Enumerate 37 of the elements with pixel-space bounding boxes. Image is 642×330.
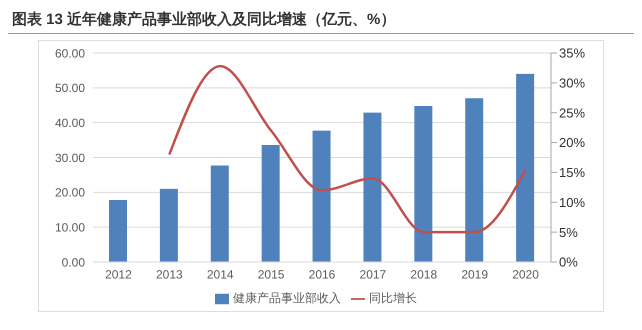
bar — [312, 130, 331, 262]
y-tick-label: 10.00 — [54, 220, 86, 234]
y-tick-label: 0.00 — [62, 255, 86, 270]
y-tick-label: 30.00 — [54, 150, 86, 165]
y-tick-label: 40.00 — [54, 116, 86, 130]
y2-tick-label: 20% — [559, 135, 586, 150]
bar — [109, 200, 127, 262]
y-tick-label: 50.00 — [54, 81, 86, 96]
y2-tick-label: 0% — [559, 254, 578, 270]
y2-tick-label: 30% — [559, 75, 586, 90]
bar — [516, 74, 534, 262]
x-tick-label: 2018 — [410, 268, 438, 282]
legend-label: 健康产品事业部收入 — [233, 291, 341, 305]
y2-tick-label: 5% — [559, 224, 578, 240]
y2-tick-label: 15% — [559, 165, 586, 180]
x-tick-label: 2020 — [512, 268, 540, 282]
bar — [210, 166, 229, 262]
y2-tick-label: 35% — [559, 46, 586, 61]
y-tick-label: 60.00 — [54, 46, 86, 60]
chart-title: 图表 13 近年健康产品事业部收入及同比增速（亿元、%） — [8, 8, 634, 34]
y2-tick-label: 10% — [559, 194, 586, 210]
bar — [414, 106, 432, 262]
y2-tick-label: 25% — [559, 105, 586, 120]
bar — [465, 98, 484, 262]
x-tick-label: 2014 — [206, 268, 234, 282]
legend-label: 同比增长 — [369, 291, 417, 305]
y-tick-label: 20.00 — [54, 186, 86, 200]
line-series — [168, 64, 527, 234]
x-tick-label: 2017 — [360, 268, 387, 282]
x-tick-label: 2012 — [105, 268, 132, 282]
bar — [363, 112, 382, 262]
x-tick-label: 2019 — [461, 268, 488, 282]
x-tick-label: 2015 — [258, 268, 285, 282]
x-tick-label: 2013 — [156, 268, 184, 282]
x-tick-label: 2016 — [308, 268, 336, 282]
bar — [160, 188, 178, 262]
bar — [262, 144, 280, 262]
